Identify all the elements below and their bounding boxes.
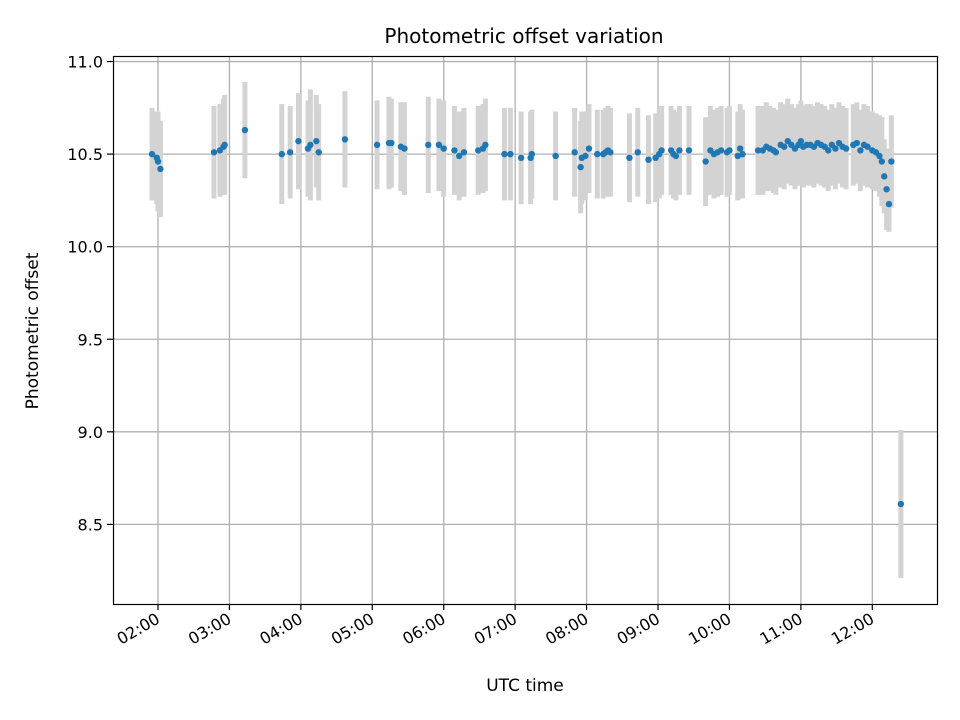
data-point	[341, 136, 349, 143]
data-point	[278, 150, 286, 158]
data-point	[685, 147, 693, 154]
x-axis-title: UTC time	[486, 676, 564, 696]
data-point	[517, 154, 525, 162]
data-point	[739, 150, 746, 158]
data-point	[425, 141, 432, 149]
data-point	[658, 147, 665, 154]
y-tick-label: 8.5	[78, 515, 103, 534]
data-point	[552, 152, 559, 160]
data-point	[881, 173, 888, 180]
data-point	[878, 158, 886, 165]
data-point	[857, 147, 864, 154]
y-tick-label: 9.0	[78, 423, 103, 442]
y-tick-label: 10.5	[67, 145, 103, 164]
data-point	[864, 143, 871, 150]
data-point	[825, 147, 832, 154]
data-point	[676, 147, 683, 154]
data-point	[883, 186, 890, 193]
data-point	[702, 158, 709, 165]
data-point	[286, 149, 294, 156]
data-point	[455, 152, 463, 160]
data-point	[797, 137, 805, 145]
data-point	[726, 147, 733, 154]
data-point	[832, 145, 839, 152]
data-point	[440, 145, 447, 152]
data-point	[460, 149, 468, 156]
data-point	[241, 126, 249, 134]
data-point	[528, 150, 536, 158]
data-point	[157, 165, 164, 173]
data-point	[717, 147, 725, 154]
data-point	[645, 156, 652, 163]
data-point	[607, 149, 614, 156]
y-tick-label: 9.5	[78, 330, 103, 349]
data-point	[373, 141, 381, 149]
data-point	[634, 149, 641, 156]
data-point	[594, 150, 601, 158]
data-point	[582, 152, 589, 160]
data-point	[315, 149, 322, 156]
data-point	[754, 147, 762, 154]
data-point	[781, 143, 788, 150]
y-tick-label: 11.0	[67, 53, 103, 72]
chart-title: Photometric offset variation	[384, 24, 663, 48]
data-point	[501, 150, 508, 158]
data-point	[482, 141, 489, 149]
data-point	[221, 141, 228, 149]
data-point	[435, 141, 443, 149]
data-point	[451, 147, 458, 154]
data-point	[571, 149, 578, 156]
data-point	[876, 152, 883, 160]
data-point	[772, 149, 780, 156]
data-point	[577, 163, 584, 171]
data-point	[313, 137, 320, 145]
data-point	[210, 149, 218, 156]
data-point	[626, 154, 633, 162]
data-points	[148, 126, 905, 508]
data-point	[154, 158, 162, 165]
data-point	[897, 500, 905, 508]
data-point	[401, 145, 408, 152]
data-point	[842, 145, 850, 152]
data-point	[736, 145, 744, 152]
data-point	[888, 158, 895, 165]
plot-frame	[112, 55, 939, 606]
data-point	[148, 150, 156, 158]
data-point	[507, 150, 514, 158]
data-point	[307, 141, 314, 149]
y-axis-title: Photometric offset	[23, 252, 43, 409]
y-tick-label: 10.0	[67, 238, 103, 257]
data-point	[388, 139, 395, 147]
y-axis-ticks: 8.5 9.0 9.5 10.0 10.5 11.0	[67, 53, 113, 534]
data-point	[585, 145, 593, 152]
data-point	[885, 200, 893, 208]
data-point	[295, 137, 302, 145]
data-point	[853, 139, 861, 147]
data-point	[672, 152, 680, 160]
